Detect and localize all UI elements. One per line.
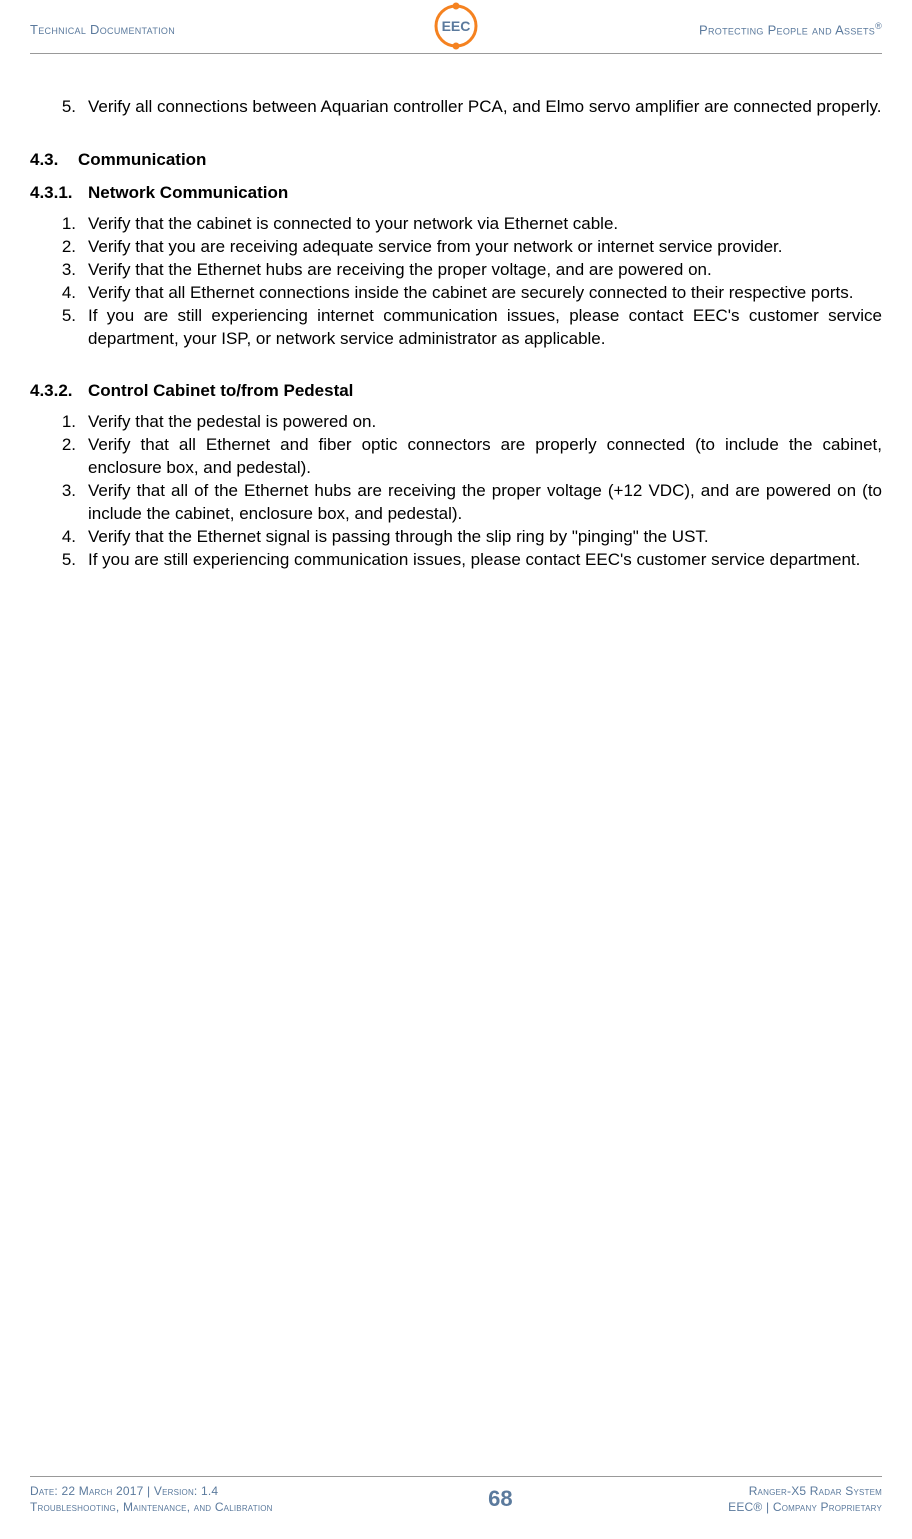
subsection-heading-4-3-2: 4.3.2. Control Cabinet to/from Pedestal (30, 380, 882, 403)
subsection-title: Network Communication (88, 182, 288, 205)
footer-date-version: Date: 22 March 2017 | Version: 1.4 (30, 1483, 273, 1499)
subsection-title: Control Cabinet to/from Pedestal (88, 380, 353, 403)
list-text: Verify that you are receiving adequate s… (88, 236, 882, 259)
list-item: 5. If you are still experiencing communi… (58, 549, 882, 572)
list-number: 1. (58, 213, 88, 236)
eec-logo-icon: EEC (432, 2, 480, 50)
list-item: 2. Verify that all Ethernet and fiber op… (58, 434, 882, 480)
list-text: Verify that the Ethernet hubs are receiv… (88, 259, 882, 282)
list-text: If you are still experiencing communicat… (88, 549, 882, 572)
list-text: Verify that the cabinet is connected to … (88, 213, 882, 236)
list-number: 4. (58, 282, 88, 305)
subsection-number: 4.3.2. (30, 380, 88, 403)
list-number: 5. (58, 305, 88, 351)
list-text: Verify all connections between Aquarian … (88, 96, 882, 119)
list-item: 1. Verify that the pedestal is powered o… (58, 411, 882, 434)
header-left-text: Technical Documentation (30, 22, 175, 37)
list-number: 4. (58, 526, 88, 549)
header-right-text: Protecting People and Assets® (699, 21, 882, 37)
list-number: 2. (58, 236, 88, 259)
footer-system-name: Ranger-X5 Radar System (728, 1483, 882, 1499)
list-item: 4. Verify that all Ethernet connections … (58, 282, 882, 305)
list-item: 3. Verify that all of the Ethernet hubs … (58, 480, 882, 526)
list-text: Verify that all of the Ethernet hubs are… (88, 480, 882, 526)
company-logo: EEC (432, 2, 480, 55)
section-title: Communication (78, 149, 206, 172)
list-item: 2. Verify that you are receiving adequat… (58, 236, 882, 259)
list-text: Verify that all Ethernet connections ins… (88, 282, 882, 305)
list-text: Verify that the pedestal is powered on. (88, 411, 882, 434)
list-number: 1. (58, 411, 88, 434)
list-4-3-1: 1. Verify that the cabinet is connected … (58, 213, 882, 351)
footer-proprietary: EEC® | Company Proprietary (728, 1499, 882, 1515)
page-number: 68 (488, 1486, 512, 1512)
page-content: 5. Verify all connections between Aquari… (30, 54, 882, 572)
subsection-heading-4-3-1: 4.3.1. Network Communication (30, 182, 882, 205)
list-text: Verify that the Ethernet signal is passi… (88, 526, 882, 549)
list-number: 2. (58, 434, 88, 480)
footer-doc-title: Troubleshooting, Maintenance, and Calibr… (30, 1499, 273, 1515)
list-4-3-2: 1. Verify that the pedestal is powered o… (58, 411, 882, 572)
list-text: If you are still experiencing internet c… (88, 305, 882, 351)
list-item: 4. Verify that the Ethernet signal is pa… (58, 526, 882, 549)
page-footer: Date: 22 March 2017 | Version: 1.4 Troub… (30, 1476, 882, 1515)
list-text: Verify that all Ethernet and fiber optic… (88, 434, 882, 480)
list-number: 5. (58, 96, 88, 119)
section-heading-4-3: 4.3. Communication (30, 149, 882, 172)
list-item: 1. Verify that the cabinet is connected … (58, 213, 882, 236)
list-item: 5. If you are still experiencing interne… (58, 305, 882, 351)
list-number: 3. (58, 480, 88, 526)
list-number: 5. (58, 549, 88, 572)
list-item: 5. Verify all connections between Aquari… (58, 96, 882, 119)
subsection-number: 4.3.1. (30, 182, 88, 205)
list-number: 3. (58, 259, 88, 282)
footer-left: Date: 22 March 2017 | Version: 1.4 Troub… (30, 1483, 273, 1515)
svg-text:EEC: EEC (442, 18, 471, 34)
section-number: 4.3. (30, 149, 78, 172)
list-item: 3. Verify that the Ethernet hubs are rec… (58, 259, 882, 282)
page-header: Technical Documentation EEC Protecting P… (30, 0, 882, 54)
footer-right: Ranger-X5 Radar System EEC® | Company Pr… (728, 1483, 882, 1515)
